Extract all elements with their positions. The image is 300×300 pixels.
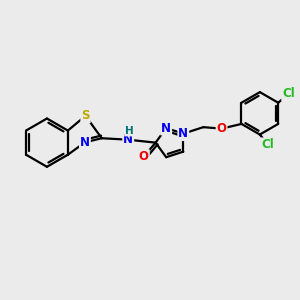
Text: N: N [161,122,171,135]
Text: N: N [80,136,90,149]
Text: N: N [178,127,188,140]
Text: O: O [217,122,226,135]
Text: Cl: Cl [262,138,275,151]
Text: O: O [139,150,149,163]
Text: H: H [125,126,134,136]
Text: Cl: Cl [282,87,295,101]
Text: N: N [123,133,133,146]
Text: S: S [81,109,90,122]
